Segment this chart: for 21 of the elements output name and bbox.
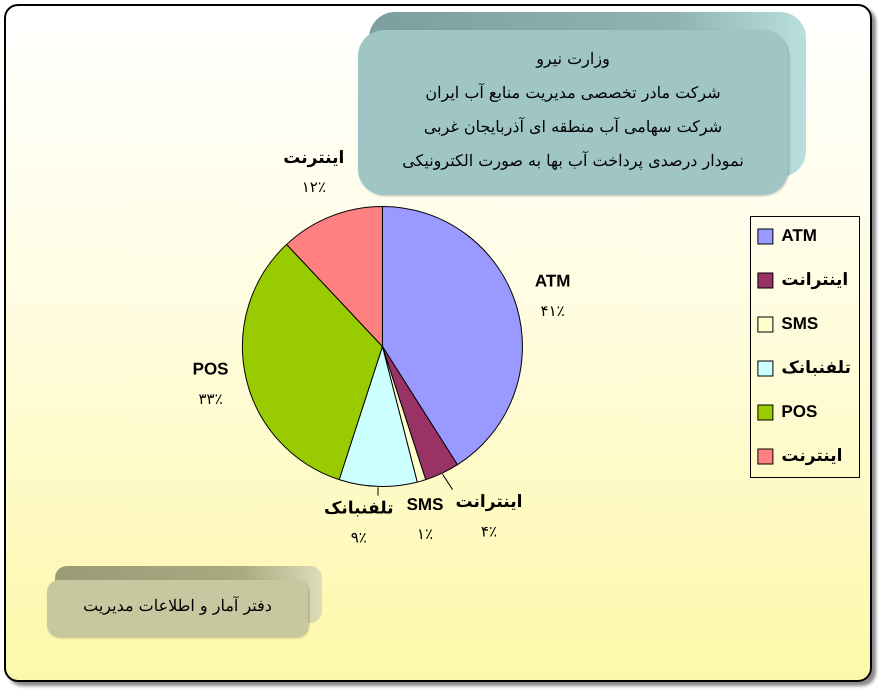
slice-label: POS — [192, 360, 229, 379]
legend-label: SMS — [781, 314, 818, 334]
slice-label: ATM — [534, 272, 570, 291]
text: دفتر آمار و اطلاعات مدیریت — [82, 595, 273, 617]
slice-label: تلفنبانک — [324, 498, 394, 518]
legend-label: اینترانت — [781, 270, 848, 290]
legend-label: اینترنت — [781, 446, 842, 466]
data-label: ۳۳٪ — [198, 390, 223, 408]
legend-label: POS — [781, 402, 818, 422]
data-label: ۴۱٪ — [540, 302, 565, 320]
legend-label: تلفنبانک — [781, 358, 852, 378]
data-label: ۱٪ — [416, 525, 434, 544]
chart-subtitle: شرکت مادر تخصصی مدیریت منابع آب ایران شرکت سهامی آب منطقه ای آذربایجان غربی نمودار درصدی پرداخت آب بها به صورت الکترونیکی — [401, 82, 745, 172]
slice-label: اینترانت — [456, 492, 522, 512]
chart-title: وزارت نیرو — [534, 48, 611, 70]
legend-label: ATM — [781, 226, 817, 246]
data-label: ۱۲٪ — [302, 178, 326, 196]
data-label: ۴٪ — [480, 522, 498, 540]
slice-label: SMS — [406, 494, 444, 514]
slice-label: اینترنت — [283, 148, 344, 168]
data-label: ۹٪ — [350, 528, 367, 546]
